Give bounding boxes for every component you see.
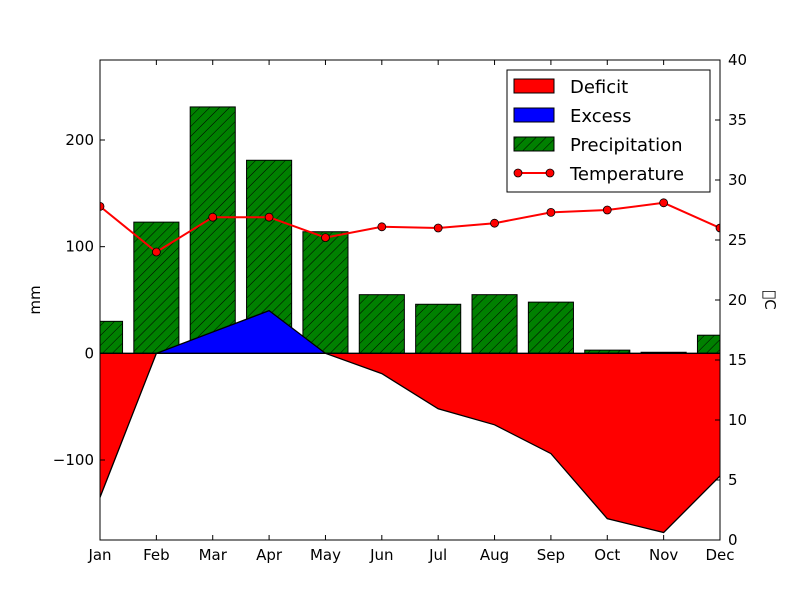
y-tick-label-left: 100 [65, 238, 94, 256]
temperature-point [208, 212, 218, 222]
y-tick-label-right: 0 [728, 531, 738, 549]
legend-swatch-excess [513, 107, 555, 123]
y-tick-label-right: 30 [728, 171, 747, 189]
temperature-point [377, 222, 387, 232]
legend-label-temperature: Temperature [569, 164, 684, 185]
x-tick-label: Feb [143, 546, 170, 564]
y-tick-label-right: 10 [728, 411, 747, 429]
y-axis-label-left: mm [26, 285, 44, 314]
temperature-point [602, 205, 612, 215]
temperature-series-line [100, 201, 720, 254]
y-tick-label-right: 35 [728, 111, 747, 129]
precipitation-bar [415, 303, 462, 354]
x-tick-label: Oct [594, 546, 620, 564]
y-tick-label-left: −100 [53, 451, 94, 469]
precipitation-bar [358, 294, 405, 354]
y-tick-label-right: 40 [728, 51, 747, 69]
temperature-point [433, 223, 443, 233]
x-tick-label: Nov [649, 546, 678, 564]
precipitation-bar [100, 320, 124, 354]
x-tick-label: Jan [87, 546, 111, 564]
precipitation-bar [527, 301, 574, 354]
x-tick-label: Aug [480, 546, 509, 564]
legend: Deficit Excess Precipitation Temperature [506, 69, 711, 193]
temperature-point [321, 233, 330, 243]
temperature-point [490, 218, 499, 228]
temperature-point [100, 202, 105, 211]
x-tick-label: Jul [428, 546, 447, 564]
x-tick-label: Sep [537, 546, 565, 564]
y-tick-label-right: 5 [728, 471, 738, 489]
legend-swatch-temperature-marker-left [513, 168, 523, 178]
temperature-line [100, 198, 720, 257]
precipitation-bar [302, 231, 349, 354]
x-tick-label: May [310, 546, 341, 564]
y-tick-label-right: 25 [728, 231, 747, 249]
plot-area [100, 106, 720, 534]
water-balance-line [100, 309, 720, 534]
y-tick-label-right: 15 [728, 351, 747, 369]
axis-ticks: Jan Feb Mar Apr May Jun Jul Aug Sep Oct Nov Dec −100… [53, 51, 747, 564]
legend-swatch-precipitation [513, 136, 555, 152]
temperature-point [151, 247, 161, 257]
precipitation-bar [189, 106, 236, 354]
y-tick-label-left: 0 [84, 344, 94, 362]
y-tick-label-left: 200 [65, 131, 94, 149]
y-tick-label-right: 20 [728, 291, 747, 309]
x-tick-label: Mar [199, 546, 228, 564]
legend-label-precipitation: Precipitation [570, 135, 683, 156]
temperature-point [264, 212, 274, 222]
legend-swatch-temperature-marker-right [545, 168, 555, 178]
x-tick-label: Jun [369, 546, 393, 564]
temperature-point [659, 198, 669, 208]
legend-label-deficit: Deficit [570, 77, 628, 98]
precipitation-bar [133, 221, 180, 354]
precipitation-bar [471, 294, 518, 354]
temperature-point [546, 207, 556, 217]
balance-areas [100, 309, 720, 534]
legend-swatch-deficit [513, 78, 555, 94]
x-tick-label: Apr [256, 546, 283, 564]
deficit-area [100, 353, 720, 533]
legend-label-excess: Excess [570, 106, 631, 127]
x-tick-label: Dec [705, 546, 734, 564]
excess-area [100, 310, 720, 354]
y-axis-label-right:  C [761, 290, 779, 309]
temperature-point [715, 223, 720, 233]
